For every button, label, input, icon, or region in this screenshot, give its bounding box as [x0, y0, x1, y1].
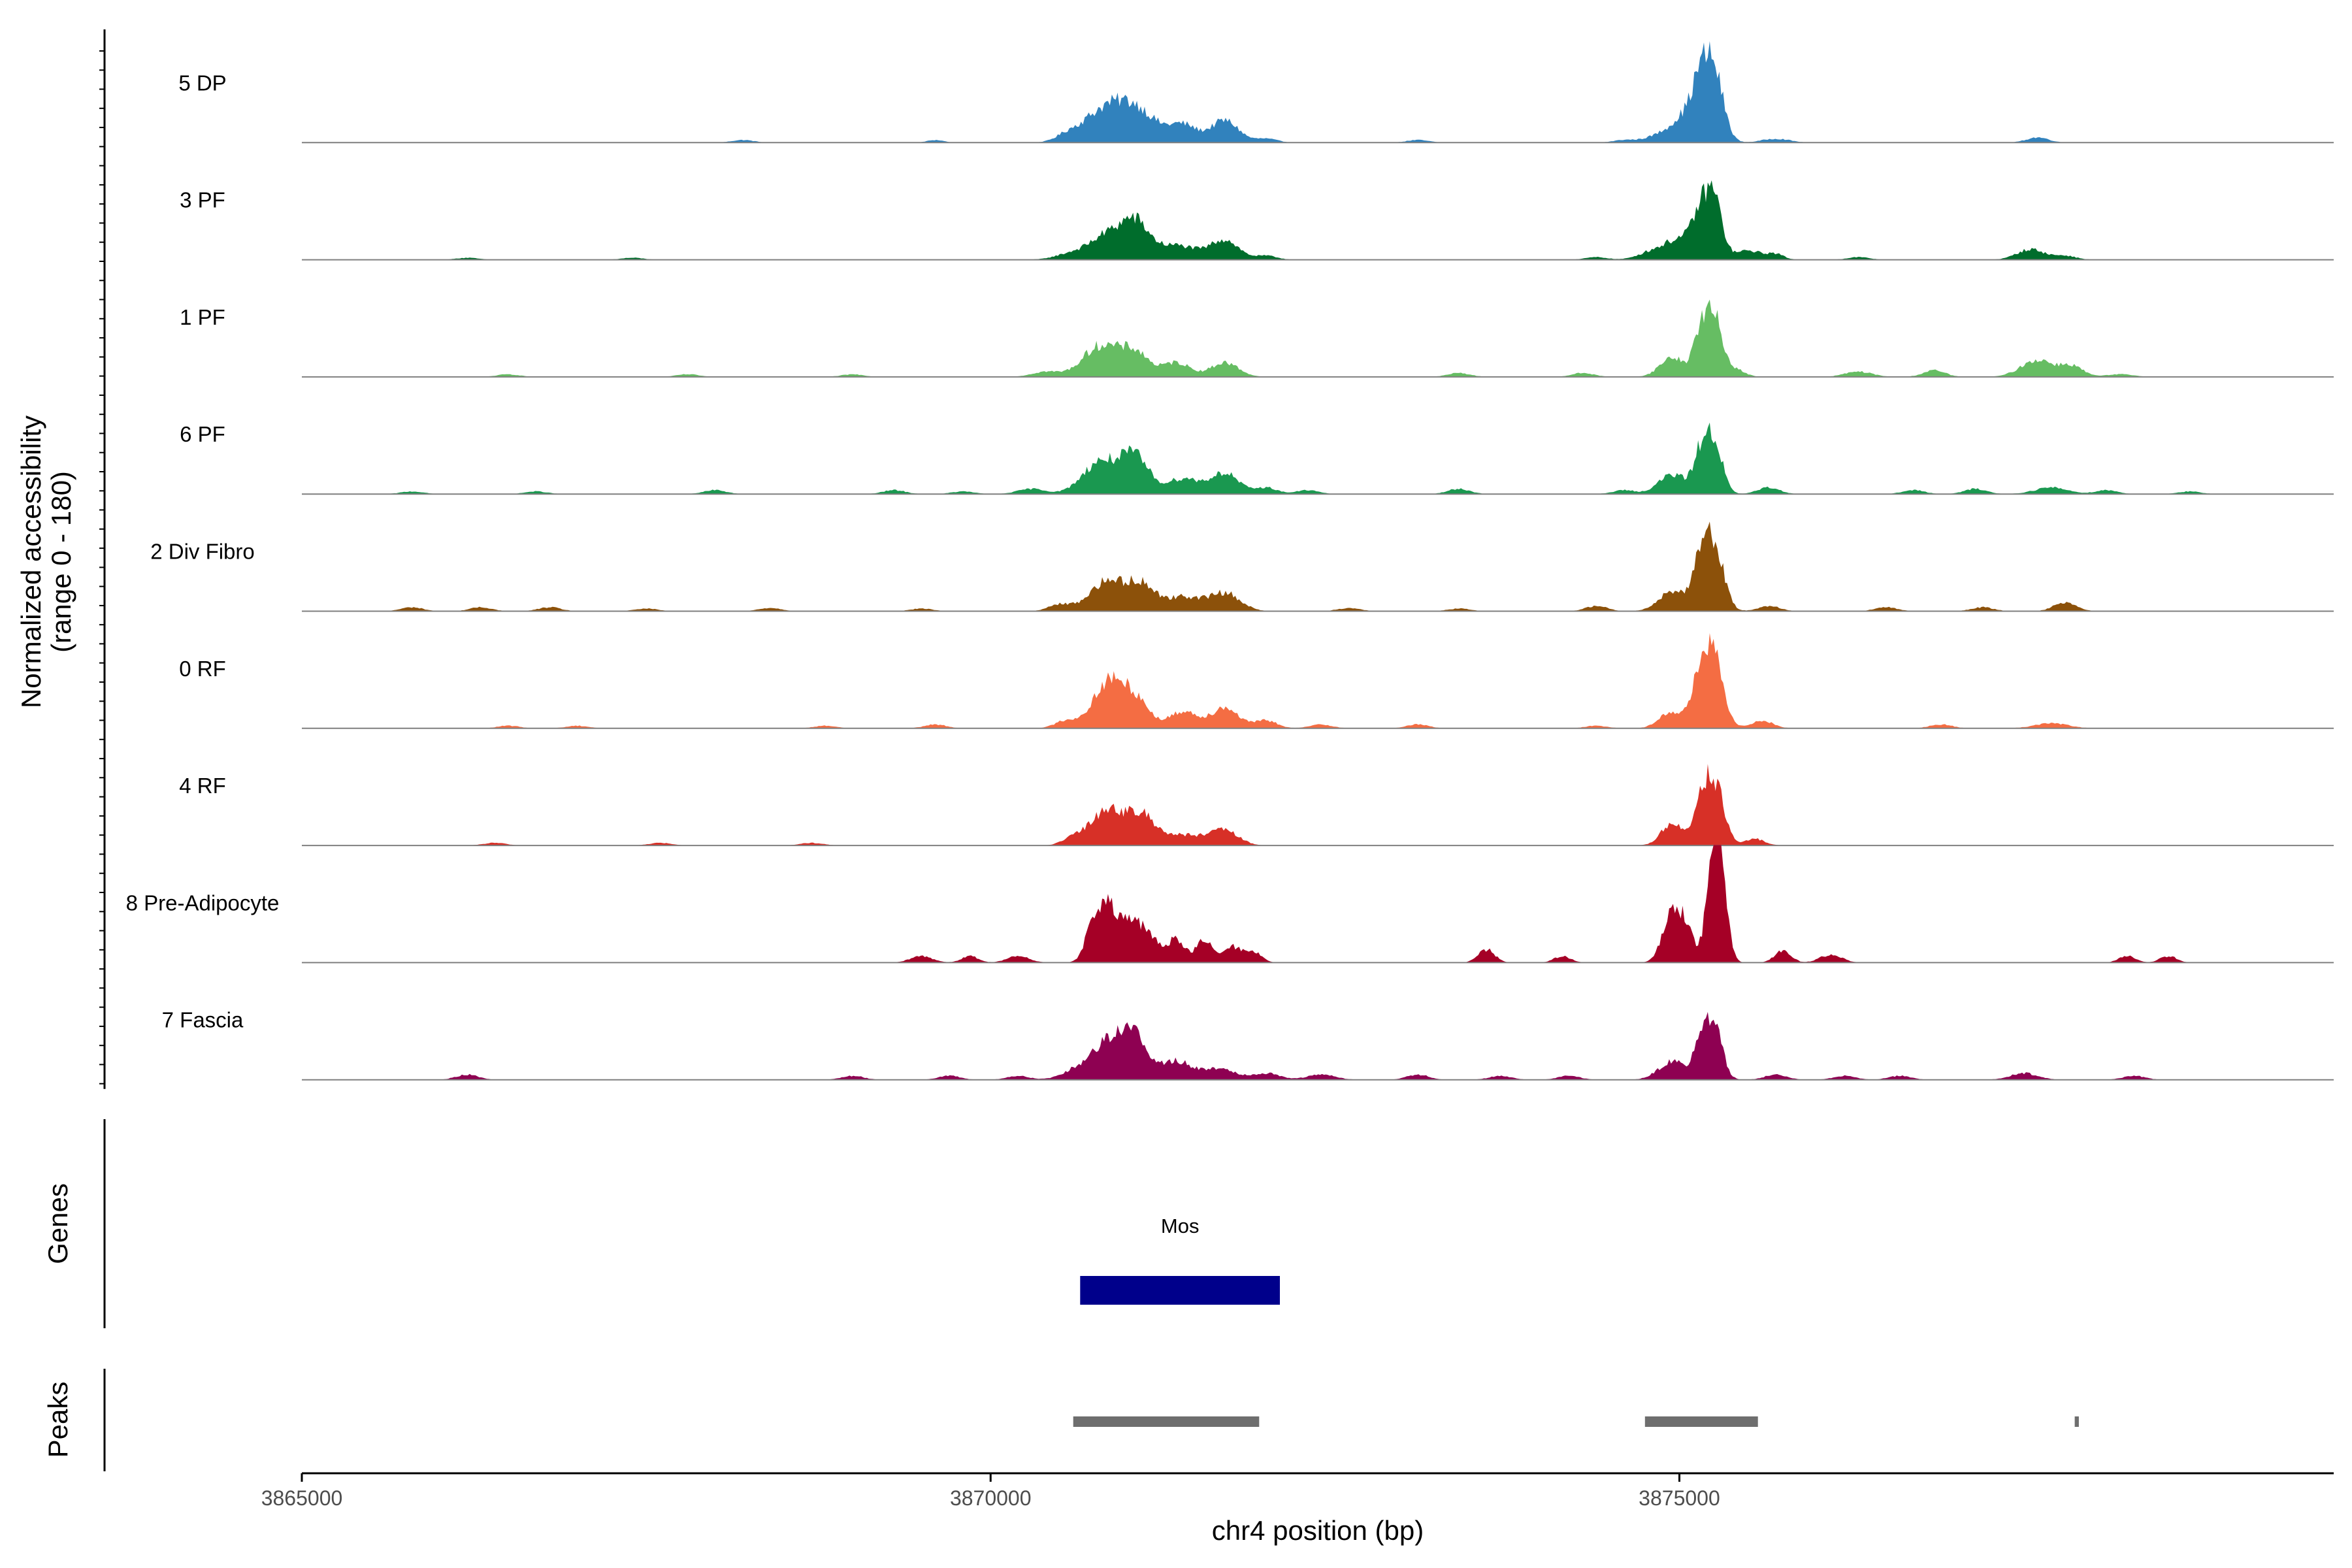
- track-label: 6 PF: [180, 422, 225, 446]
- gene-body: [1080, 1276, 1280, 1305]
- coverage-area-0-rf: [302, 633, 2334, 728]
- x-axis-title: chr4 position (bp): [1212, 1515, 1424, 1546]
- track-label: 8 Pre-Adipocyte: [126, 890, 280, 915]
- x-axis-ticks: 3865000 3870000 3875000: [261, 1473, 1720, 1510]
- track-label: 3 PF: [180, 188, 225, 212]
- peaks-panel-label: Peaks: [42, 1382, 73, 1458]
- gene-label: Mos: [1161, 1215, 1200, 1237]
- track-label: 0 RF: [179, 657, 226, 681]
- track-label: 4 RF: [179, 774, 226, 798]
- coverage-area-8-pre-adipocyte: [302, 845, 2334, 963]
- y-axis-title-line2: (range 0 - 180): [46, 471, 76, 653]
- x-tick-label: 3870000: [950, 1486, 1032, 1510]
- genes-panel-label: Genes: [42, 1183, 73, 1264]
- peak-region: [1644, 1416, 1758, 1427]
- genes-layer: Mos: [1080, 1215, 1280, 1305]
- peak-region: [2074, 1416, 2079, 1427]
- track-label: 1 PF: [180, 305, 225, 329]
- peak-region: [1073, 1416, 1260, 1427]
- coverage-area-5-dp: [302, 41, 2334, 143]
- track-label: 7 Fascia: [162, 1008, 244, 1032]
- coverage-area-1-pf: [302, 299, 2334, 377]
- coverage-area-2-div-fibro: [302, 521, 2334, 612]
- coverage-left-axis: [99, 29, 106, 1089]
- coverage-area-4-rf: [302, 764, 2334, 846]
- y-axis-title-line1: Normalized accessibility: [16, 416, 46, 708]
- coverage-area-3-pf: [302, 180, 2334, 260]
- track-label: 5 DP: [178, 71, 226, 95]
- coverage-tracks: [302, 41, 2334, 1081]
- track-labels: 5 DP 3 PF 1 PF 6 PF 2 Div Fibro 0 RF 4 RF 8 Pre…: [126, 71, 280, 1032]
- track-label: 2 Div Fibro: [150, 540, 255, 564]
- peaks-layer: [1073, 1416, 2079, 1427]
- coverage-area-7-fascia: [302, 1011, 2334, 1080]
- coverage-area-6-pf: [302, 422, 2334, 495]
- x-tick-label: 3875000: [1639, 1486, 1720, 1510]
- x-tick-label: 3865000: [261, 1486, 343, 1510]
